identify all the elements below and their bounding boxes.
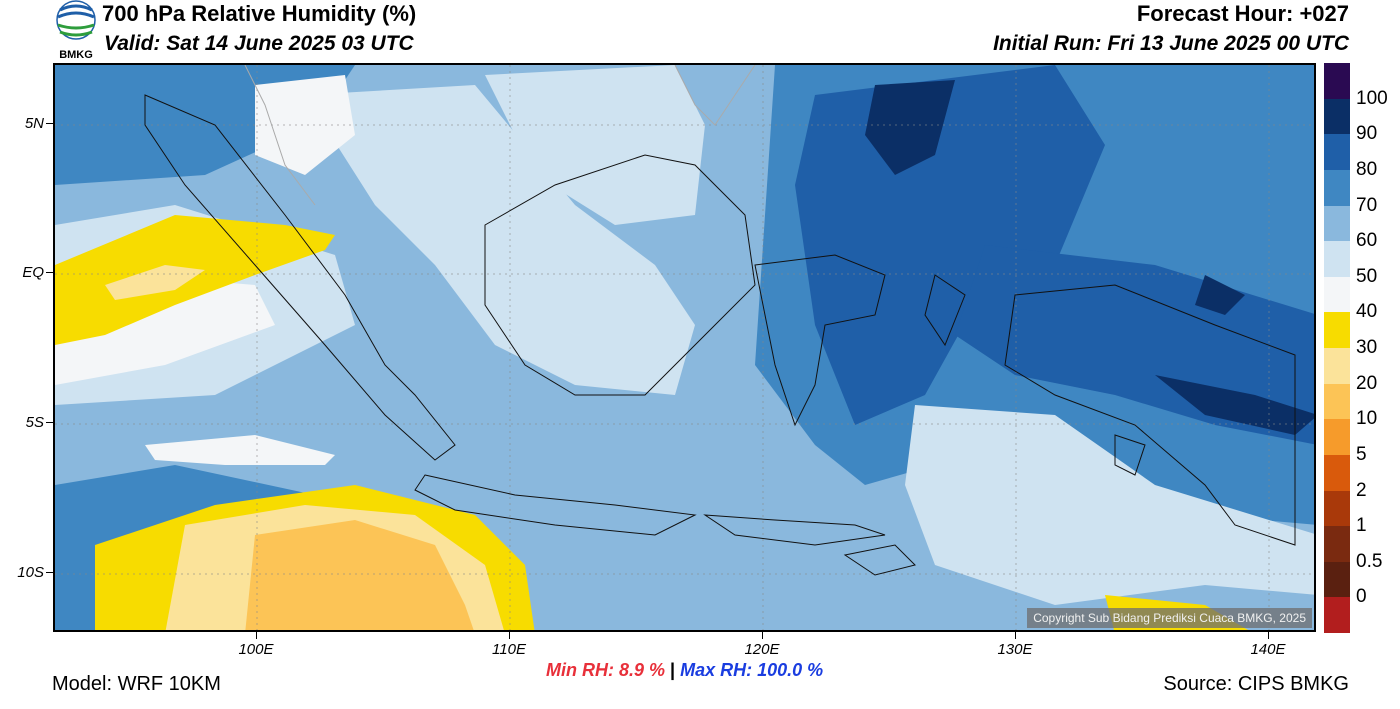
lat-tick [46,272,53,273]
colorbar-swatch [1324,348,1350,384]
colorbar-swatch [1324,490,1350,527]
min-rh-label: Min RH: [546,660,614,680]
lat-label-10s: 10S [17,564,44,581]
colorbar-label: 2 [1356,479,1367,501]
lat-label-5n: 5N [24,115,44,132]
bmkg-logo: BMKG [52,0,100,62]
colorbar-label: 0 [1356,586,1367,608]
colorbar-swatch [1324,241,1350,277]
colorbar-label: 60 [1356,230,1378,252]
colorbar-swatch [1324,169,1350,206]
forecast-hour: Forecast Hour: +027 [1136,1,1349,26]
source-label: Source: CIPS BMKG [1163,673,1349,695]
colorbar-swatch [1324,383,1350,420]
lon-tick [1268,632,1269,639]
lon-tick [762,632,763,639]
map-title: 700 hPa Relative Humidity (%) [102,1,417,26]
colorbar-label: 40 [1356,301,1378,323]
copyright-notice: Copyright Sub Bidang Prediksi Cuaca BMKG… [1027,608,1312,628]
stats-separator: | [670,660,676,680]
lat-tick [46,123,53,124]
colorbar-swatch [1324,454,1350,491]
colorbar-label: 0.5 [1356,550,1383,572]
colorbar-swatch [1324,561,1350,598]
lon-tick [509,632,510,639]
humidity-map: Copyright Sub Bidang Prediksi Cuaca BMKG… [53,63,1316,632]
colorbar-label: 100 [1356,87,1388,109]
lon-tick [1015,632,1016,639]
colorbar-swatch [1324,597,1350,633]
lon-label-120e: 120E [744,641,780,658]
lat-tick [46,422,53,423]
colorbar-label: 80 [1356,158,1378,180]
lon-label-130e: 130E [997,641,1033,658]
colorbar-label: 90 [1356,123,1378,145]
colorbar-swatch [1324,276,1350,313]
colorbar-label: 5 [1356,443,1367,465]
lat-label-5s: 5S [25,414,44,431]
rh-stats: Min RH: 8.9 % | Max RH: 100.0 % [546,660,823,681]
lat-label-eq: EQ [22,264,44,281]
lat-tick [46,572,53,573]
colorbar-label: 1 [1356,515,1367,537]
max-rh-label: Max RH: [680,660,753,680]
model-label: Model: WRF 10KM [52,673,221,695]
colorbar-label: 10 [1356,408,1378,430]
colorbar-swatch [1324,63,1350,99]
logo-text: BMKG [59,49,93,61]
colorbar-label: 70 [1356,194,1378,216]
colorbar-label: 50 [1356,265,1378,287]
colorbar-swatch [1324,526,1350,562]
colorbar-label: 30 [1356,337,1378,358]
lon-label-100e: 100E [238,641,274,658]
valid-time: Valid: Sat 14 June 2025 03 UTC [104,32,414,55]
colorbar-swatch [1324,134,1350,170]
colorbar-swatch [1324,98,1350,135]
colorbar-label: 20 [1356,372,1378,394]
colorbar-swatch [1324,312,1350,348]
colorbar-swatch [1324,419,1350,455]
lon-tick [256,632,257,639]
colorbar-swatch [1324,205,1350,242]
colorbar [1324,63,1350,633]
lon-label-110e: 110E [492,641,526,658]
min-rh-value: 8.9 % [619,660,666,680]
initial-run: Initial Run: Fri 13 June 2025 00 UTC [993,32,1349,55]
max-rh-value: 100.0 % [757,660,824,680]
lon-label-140e: 140E [1250,641,1286,658]
